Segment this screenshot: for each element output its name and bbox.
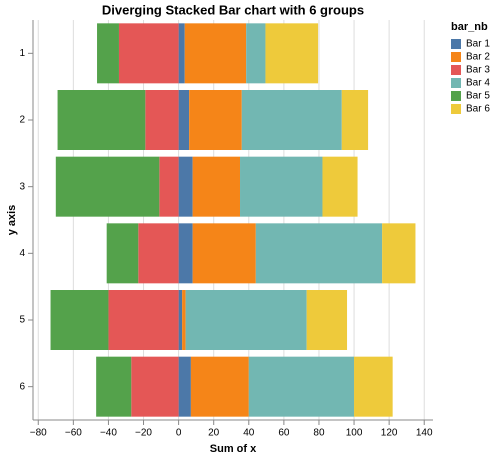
- bar: [178, 223, 193, 284]
- bar: [184, 23, 247, 84]
- legend-swatch: [451, 104, 461, 114]
- bar: [341, 90, 369, 150]
- bar: [138, 223, 179, 284]
- legend-label: Bar 3: [466, 65, 490, 76]
- legend-swatch: [451, 65, 461, 75]
- bar: [306, 290, 348, 350]
- x-tick-label: 140: [416, 428, 433, 439]
- bar: [265, 23, 319, 84]
- y-tick-label: 6: [19, 381, 25, 392]
- legend-swatch: [451, 78, 461, 88]
- y-tick-label: 4: [19, 248, 25, 259]
- x-axis-label: Sum of x: [210, 443, 257, 455]
- bar: [240, 156, 323, 217]
- x-tick-label: −40: [100, 428, 117, 439]
- legend-swatch: [451, 91, 461, 101]
- y-tick-label: 1: [19, 48, 25, 59]
- x-tick-label: 60: [278, 428, 290, 439]
- bar: [178, 290, 183, 350]
- y-tick-label: 3: [19, 181, 25, 192]
- bar: [106, 223, 139, 284]
- chart-title: Diverging Stacked Bar chart with 6 group…: [102, 2, 364, 17]
- y-axis-label: y axis: [6, 205, 18, 236]
- legend-title: bar_nb: [451, 21, 488, 33]
- bar: [178, 90, 190, 150]
- bar: [255, 223, 383, 284]
- bar: [192, 156, 241, 217]
- x-tick-label: 20: [208, 428, 220, 439]
- bar: [145, 90, 179, 150]
- x-tick-label: −80: [30, 428, 47, 439]
- x-tick-label: 120: [381, 428, 398, 439]
- bar: [178, 156, 193, 217]
- bar: [190, 356, 249, 417]
- x-tick-label: 100: [346, 428, 363, 439]
- bar: [182, 290, 186, 350]
- x-tick-label: 80: [313, 428, 325, 439]
- bar: [354, 356, 393, 417]
- legend-label: Bar 6: [466, 104, 490, 115]
- bar: [192, 223, 256, 284]
- bar: [50, 290, 109, 350]
- bar: [246, 23, 266, 84]
- x-tick-label: −60: [65, 428, 82, 439]
- x-tick-label: 0: [176, 428, 182, 439]
- bar: [322, 156, 358, 217]
- bar: [159, 156, 179, 217]
- bar: [118, 23, 179, 84]
- bar: [97, 23, 119, 84]
- bar: [382, 223, 416, 284]
- legend-label: Bar 4: [466, 78, 490, 89]
- bar: [178, 356, 191, 417]
- bar: [185, 290, 307, 350]
- x-tick-label: 40: [243, 428, 255, 439]
- bar: [248, 356, 355, 417]
- y-tick-label: 2: [19, 115, 25, 126]
- bar: [55, 156, 160, 217]
- bar: [189, 90, 242, 150]
- bar: [178, 23, 185, 84]
- legend-swatch: [451, 39, 461, 49]
- bar: [108, 290, 179, 350]
- bar: [57, 90, 146, 150]
- bar: [131, 356, 179, 417]
- bar: [241, 90, 342, 150]
- legend-label: Bar 1: [466, 39, 490, 50]
- x-tick-label: −20: [135, 428, 152, 439]
- legend-label: Bar 2: [466, 52, 490, 63]
- legend-label: Bar 5: [466, 91, 490, 102]
- legend-swatch: [451, 52, 461, 62]
- y-tick-label: 5: [19, 315, 25, 326]
- bar: [96, 356, 132, 417]
